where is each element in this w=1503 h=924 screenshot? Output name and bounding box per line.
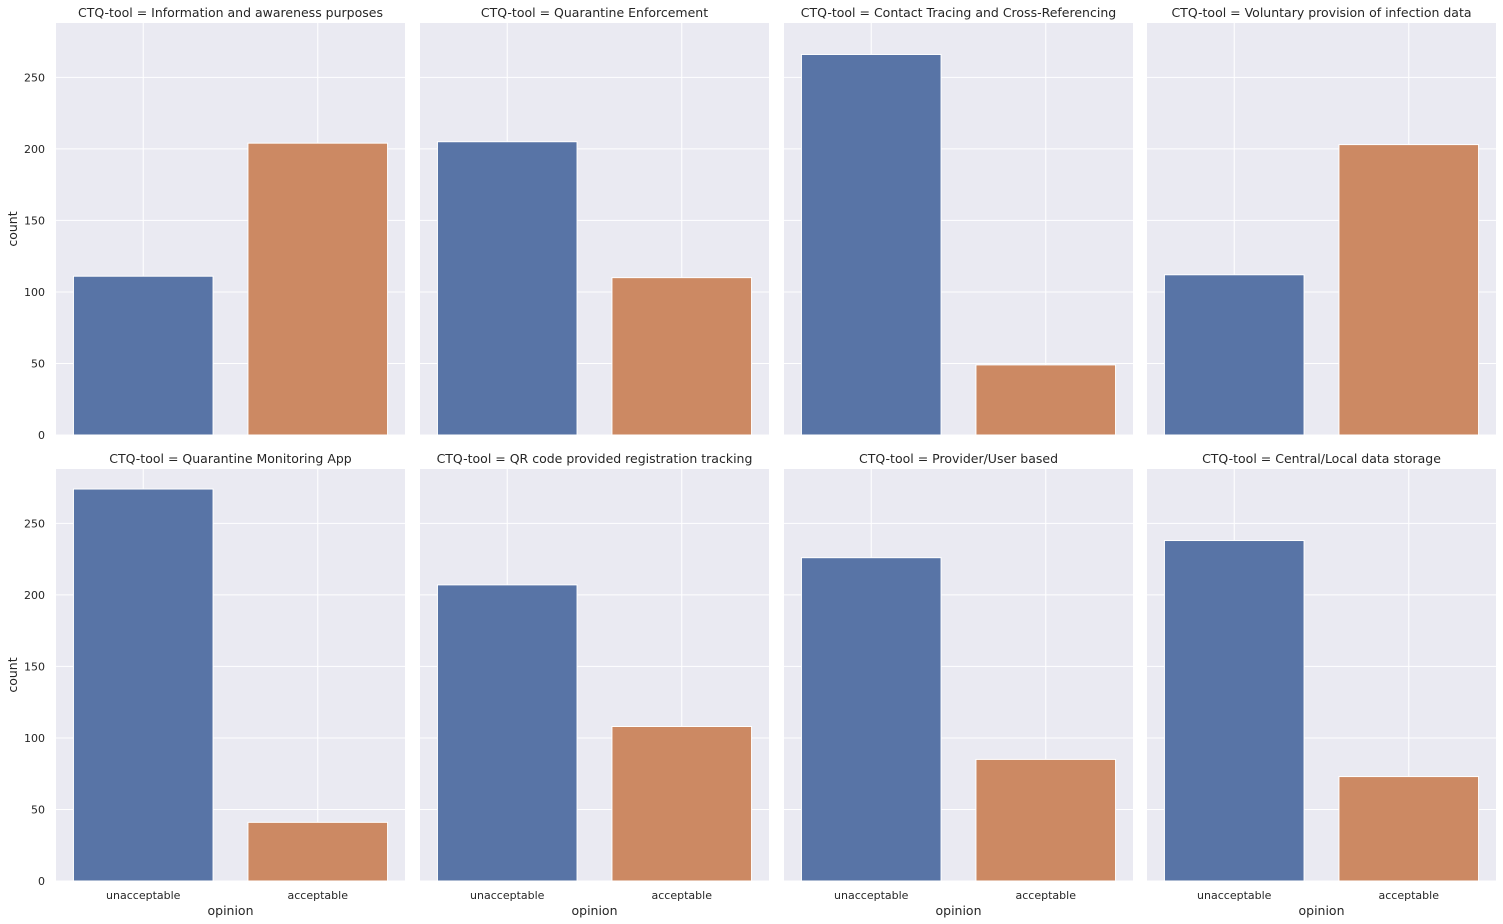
- y-tick-label: 100: [24, 286, 45, 299]
- y-tick-label: 0: [38, 875, 45, 888]
- bar-unacceptable: [72, 275, 214, 436]
- x-tick-label: unacceptable: [106, 889, 181, 902]
- y-tick-label: 50: [31, 357, 45, 370]
- x-tick-label: acceptable: [1016, 889, 1077, 902]
- bar-unacceptable: [436, 584, 578, 882]
- y-tick-label: 50: [31, 803, 45, 816]
- x-axis-label: opinion: [935, 903, 981, 918]
- bar-acceptable: [611, 726, 753, 882]
- x-tick-label: unacceptable: [1197, 889, 1272, 902]
- x-axis-label: opinion: [207, 903, 253, 918]
- y-tick-label: 0: [38, 429, 45, 442]
- x-axis-label: opinion: [571, 903, 617, 918]
- bar-unacceptable: [1163, 274, 1305, 436]
- y-tick-label: 100: [24, 732, 45, 745]
- bar-unacceptable: [72, 488, 214, 882]
- panel-title: CTQ-tool = Quarantine Enforcement: [481, 5, 708, 20]
- x-tick-label: acceptable: [288, 889, 349, 902]
- panel-title: CTQ-tool = Information and awareness pur…: [78, 5, 383, 20]
- bar-acceptable: [1338, 776, 1480, 882]
- x-tick-label: acceptable: [652, 889, 713, 902]
- panel-title: CTQ-tool = Provider/User based: [859, 451, 1058, 466]
- bar-acceptable: [247, 821, 389, 882]
- y-tick-label: 150: [24, 660, 45, 673]
- bar-acceptable: [975, 758, 1117, 882]
- y-axis-label: count: [5, 211, 20, 246]
- bar-acceptable: [247, 142, 389, 436]
- x-tick-label: unacceptable: [470, 889, 545, 902]
- panel-title: CTQ-tool = Central/Local data storage: [1202, 451, 1441, 466]
- bar-acceptable: [975, 364, 1117, 436]
- bar-acceptable: [1338, 144, 1480, 436]
- bar-unacceptable: [800, 557, 942, 882]
- y-tick-label: 250: [24, 517, 45, 530]
- panel-title: CTQ-tool = Voluntary provision of infect…: [1171, 5, 1471, 20]
- bar-unacceptable: [1163, 540, 1305, 882]
- y-tick-label: 250: [24, 71, 45, 84]
- y-tick-label: 200: [24, 143, 45, 156]
- bar-unacceptable: [436, 141, 578, 436]
- panel-title: CTQ-tool = QR code provided registration…: [437, 451, 753, 466]
- bar-acceptable: [611, 277, 753, 436]
- y-tick-label: 150: [24, 214, 45, 227]
- x-axis-label: opinion: [1298, 903, 1344, 918]
- x-tick-label: unacceptable: [834, 889, 909, 902]
- panel-title: CTQ-tool = Quarantine Monitoring App: [109, 451, 352, 466]
- x-tick-label: acceptable: [1379, 889, 1440, 902]
- panel-title: CTQ-tool = Contact Tracing and Cross-Ref…: [801, 5, 1116, 20]
- bar-unacceptable: [800, 53, 942, 436]
- y-axis-label: count: [5, 657, 20, 692]
- y-tick-label: 200: [24, 589, 45, 602]
